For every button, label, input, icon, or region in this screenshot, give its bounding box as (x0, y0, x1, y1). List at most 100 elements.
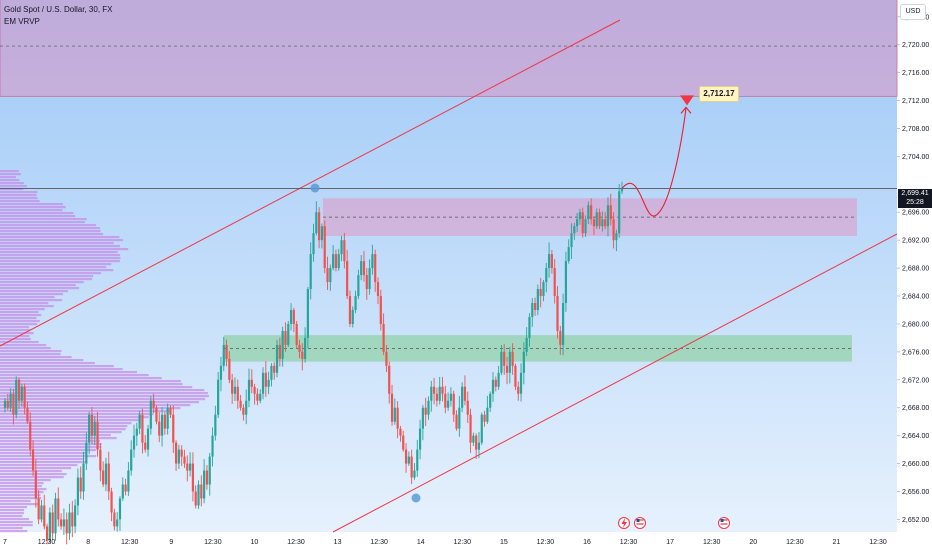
price-tick-label: 2,712.00 (902, 98, 929, 105)
volume-bar (0, 275, 94, 278)
candle-body (130, 449, 133, 471)
volume-bar (0, 452, 88, 455)
candle-body (149, 400, 152, 429)
candle-body (447, 400, 450, 408)
volume-bar (0, 257, 121, 260)
symbol-title[interactable]: Gold Spot / U.S. Dollar, 30, FX (4, 5, 113, 14)
volume-bar (0, 218, 87, 221)
candle-body (88, 414, 91, 443)
price-tick-label: 2,716.00 (902, 70, 929, 77)
candle-body (309, 254, 312, 290)
volume-bar (0, 311, 39, 314)
currency-button[interactable]: USD (900, 4, 926, 20)
volume-bar (0, 449, 97, 452)
time-tick-label: 21 (833, 539, 841, 546)
volume-bar (0, 368, 123, 371)
volume-bar (0, 458, 85, 461)
candle-body (424, 407, 427, 415)
volume-bar (0, 266, 107, 269)
volume-bar (0, 416, 149, 419)
candle-body (253, 386, 256, 394)
candle-body (191, 463, 195, 492)
candle-body (37, 498, 40, 520)
volume-bar (0, 191, 38, 194)
candle-body (163, 414, 166, 429)
indicator-label[interactable]: EM VRVP (4, 17, 40, 26)
candle-body (340, 240, 343, 255)
time-axis: 7 12:30 8 12:30 9 12:30 10 12:30 13 12:30 14 12:30 1… (3, 539, 887, 546)
candle-body (247, 379, 251, 401)
time-tick-label: 8 (86, 539, 90, 546)
volume-profile (0, 170, 209, 533)
candle-body (312, 233, 315, 255)
candle-body (214, 414, 217, 436)
time-tick-label: 12:30 (121, 539, 139, 546)
price-tick-label: 2,684.00 (902, 294, 929, 301)
candle-body (113, 512, 116, 527)
volume-bar (0, 422, 132, 425)
candle-body (239, 400, 242, 408)
volume-bar (0, 530, 28, 533)
time-tick-label: 7 (3, 539, 7, 546)
candle-body (396, 407, 399, 429)
time-tick-label: 9 (169, 539, 173, 546)
candle-body (303, 337, 307, 359)
volume-bar (0, 365, 114, 368)
volume-bar (0, 212, 74, 215)
candle-body (85, 442, 88, 464)
candle-body (612, 219, 615, 241)
flag-canton (720, 519, 724, 522)
candles (3, 181, 624, 545)
volume-bar (0, 326, 30, 329)
candle-body (519, 372, 523, 394)
candle-body (564, 261, 568, 304)
candle-body (20, 386, 23, 401)
price-axis-panel (897, 0, 932, 550)
volume-bar (0, 437, 117, 440)
volume-bar (0, 290, 69, 293)
candle-body (595, 212, 598, 227)
volume-bar (0, 272, 102, 275)
candle-body (3, 400, 7, 408)
candle-body (441, 386, 444, 394)
candle-body (503, 351, 506, 366)
candle-body (118, 498, 122, 520)
candle-body (160, 414, 164, 436)
candle-body (17, 379, 21, 401)
candle-body (463, 386, 467, 401)
candle-body (388, 365, 391, 394)
volume-bar (0, 332, 34, 335)
candle-body (236, 386, 239, 401)
candle-body (287, 323, 290, 345)
candle-body (315, 212, 318, 234)
volume-bar (0, 182, 24, 185)
candle-body (432, 386, 436, 394)
volume-bar (0, 254, 121, 257)
volume-bar (0, 440, 101, 443)
volume-bar (0, 488, 47, 491)
candle-body (273, 365, 276, 373)
volume-bar (0, 428, 126, 431)
candle-body (242, 407, 245, 415)
volume-bar (0, 455, 97, 458)
volume-bar (0, 230, 101, 233)
volume-bar (0, 197, 38, 200)
candle-body (275, 344, 279, 373)
candle-body (413, 470, 416, 478)
candle-body (539, 289, 542, 297)
volume-bar (0, 350, 62, 353)
candle-body (102, 470, 105, 485)
candle-body (528, 316, 531, 338)
volume-bar (0, 398, 206, 401)
volume-bar (0, 431, 122, 434)
volume-bar (0, 308, 45, 311)
candle-body (59, 519, 63, 527)
candle-body (110, 491, 113, 513)
candle-body (31, 449, 35, 471)
flash-bolt (621, 518, 627, 528)
candle-body (337, 254, 340, 269)
time-tick-label: 12:30 (869, 539, 887, 546)
volume-bar (0, 527, 23, 530)
candle-body (323, 226, 326, 269)
